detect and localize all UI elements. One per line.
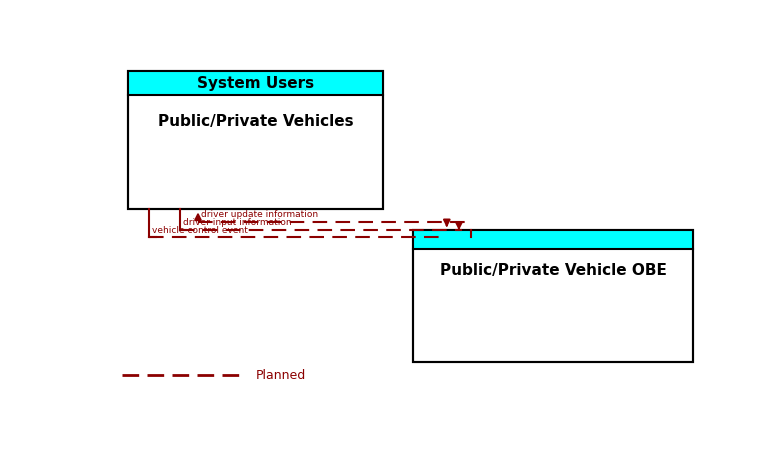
Bar: [413, 230, 693, 361]
Bar: [128, 71, 383, 95]
Text: Public/Private Vehicle OBE: Public/Private Vehicle OBE: [439, 263, 666, 278]
Text: vehicle control event: vehicle control event: [153, 226, 248, 235]
Text: driver update information: driver update information: [201, 210, 318, 219]
Text: driver input information: driver input information: [183, 218, 291, 227]
Bar: [413, 230, 693, 249]
Text: Planned: Planned: [256, 369, 306, 382]
Text: System Users: System Users: [197, 76, 314, 91]
Bar: [128, 71, 383, 209]
Bar: [413, 230, 693, 361]
Bar: [128, 71, 383, 209]
Text: Public/Private Vehicles: Public/Private Vehicles: [158, 114, 353, 129]
